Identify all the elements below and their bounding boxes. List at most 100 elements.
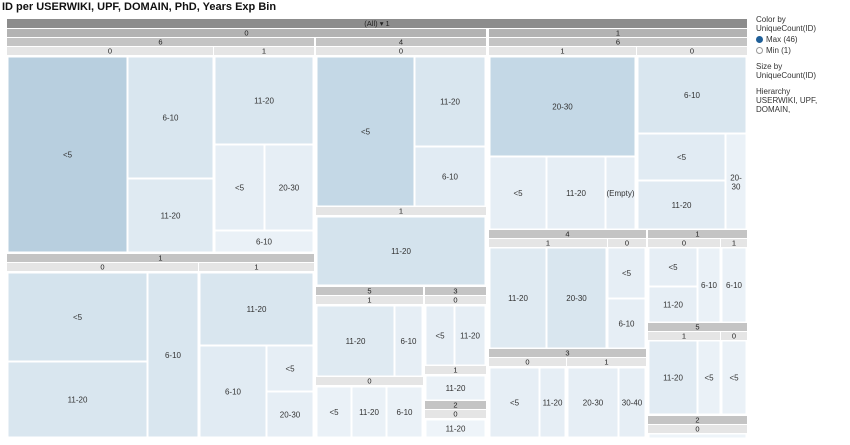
group-header[interactable] [425,410,486,418]
group-header[interactable] [199,263,314,271]
treemap-tile-rect[interactable] [214,56,314,145]
treemap-tile-rect[interactable] [199,345,267,438]
treemap-tile-rect[interactable] [316,216,486,286]
group-header[interactable] [425,287,486,295]
group-header[interactable] [608,239,646,247]
treemap-tile-rect[interactable] [199,272,314,346]
treemap-tile[interactable]: 11-20 [351,386,387,438]
treemap-tile-rect[interactable] [266,391,314,438]
group-header[interactable] [489,29,747,37]
group-header[interactable] [425,366,486,374]
treemap-tile[interactable]: <5 [316,386,352,438]
treemap-tile[interactable]: 30-40 [618,367,646,438]
group-header[interactable] [721,239,747,247]
treemap-tile-rect[interactable] [607,247,646,299]
treemap-tile[interactable]: 11-20 [316,305,395,377]
treemap-tile-rect[interactable] [266,345,314,392]
treemap-tile[interactable]: 11-20 [454,305,486,366]
treemap-tile-rect[interactable] [127,56,214,179]
treemap-tile[interactable]: 6-10 [394,305,423,377]
treemap-tile-rect[interactable] [394,305,423,377]
group-header[interactable] [316,287,423,295]
treemap-tile[interactable]: <5 [316,56,415,207]
treemap-tile[interactable]: 20-30 [567,367,619,438]
legend-min-item[interactable]: Min (1) [756,46,850,55]
treemap-tile-rect[interactable] [539,367,566,438]
group-header[interactable] [648,230,747,238]
treemap-tile-rect[interactable] [386,386,423,438]
treemap-tile[interactable]: 6-10 [147,272,199,438]
treemap-tile-rect[interactable] [721,340,747,415]
treemap-tile-rect[interactable] [605,156,636,230]
treemap-tile-rect[interactable] [489,367,540,438]
treemap-tile-rect[interactable] [618,367,646,438]
treemap-tile-rect[interactable] [637,133,726,181]
treemap-tile-rect[interactable] [546,247,607,349]
group-header[interactable] [316,47,486,55]
group-header[interactable] [489,349,646,357]
treemap-tile-rect[interactable] [648,286,698,323]
treemap-tile[interactable]: 11-20 [539,367,566,438]
treemap-tile[interactable]: 6-10 [721,247,747,323]
treemap-tile[interactable]: 6-10 [199,345,267,438]
treemap-tile-rect[interactable] [454,305,486,366]
treemap-tile[interactable]: 11-20 [414,56,486,147]
treemap-tile[interactable]: 11-20 [316,216,486,286]
group-header[interactable] [214,47,314,55]
treemap-tile[interactable]: <5 [697,340,721,415]
treemap-tile[interactable]: <5 [721,340,747,415]
treemap-tile[interactable]: <5 [425,305,455,366]
treemap-tile-rect[interactable] [425,419,486,438]
treemap-tile[interactable]: 11-20 [199,272,314,346]
treemap-tile[interactable]: <5 [637,133,726,181]
treemap-tile[interactable]: 6-10 [214,230,314,253]
treemap-tile-rect[interactable] [316,305,395,377]
treemap-tile[interactable]: 11-20 [7,361,148,438]
treemap-tile-rect[interactable] [425,305,455,366]
treemap-tile[interactable]: 6-10 [414,146,486,207]
group-header[interactable] [489,38,747,46]
treemap-tile-rect[interactable] [725,133,747,230]
treemap-tile-rect[interactable] [637,56,747,134]
treemap-tile[interactable]: 11-20 [127,178,214,253]
treemap-tile-rect[interactable] [147,272,199,438]
treemap-tile[interactable]: 6-10 [637,56,747,134]
treemap-tile[interactable]: <5 [607,247,646,299]
group-header[interactable] [648,416,747,424]
treemap-tile[interactable]: 6-10 [386,386,423,438]
treemap-tile[interactable]: 20-30 [725,133,747,230]
group-header[interactable] [637,47,747,55]
treemap-tile[interactable]: 11-20 [637,180,726,230]
group-header[interactable] [316,207,486,215]
treemap-tile[interactable]: 20-30 [264,144,314,231]
treemap-tile-rect[interactable] [637,180,726,230]
treemap-tile-rect[interactable] [316,386,352,438]
group-header[interactable] [721,332,747,340]
treemap-tile-rect[interactable] [489,156,547,230]
group-header[interactable] [567,358,646,366]
group-header[interactable] [316,296,423,304]
treemap-tile-rect[interactable] [425,375,486,401]
root-header[interactable] [7,19,747,28]
treemap-tile-rect[interactable] [546,156,606,230]
treemap-tile-rect[interactable] [648,247,698,287]
treemap-tile[interactable]: 11-20 [425,375,486,401]
treemap-tile-rect[interactable] [489,247,547,349]
treemap-tile-rect[interactable] [127,178,214,253]
treemap-tile-rect[interactable] [721,247,747,323]
group-header[interactable] [648,425,747,433]
treemap-tile-rect[interactable] [351,386,387,438]
treemap-tile[interactable]: 11-20 [489,247,547,349]
treemap-tile-rect[interactable] [7,361,148,438]
treemap-tile-rect[interactable] [489,56,636,157]
treemap-tile[interactable]: (Empty) [605,156,636,230]
group-header[interactable] [7,263,198,271]
group-header[interactable] [425,296,486,304]
group-header[interactable] [316,38,486,46]
group-header[interactable] [489,47,636,55]
treemap-tile[interactable]: 20-30 [546,247,607,349]
treemap-tile-rect[interactable] [648,433,747,439]
group-header[interactable] [7,47,213,55]
treemap-tile[interactable]: <5 [7,56,128,253]
treemap-tile-rect[interactable] [7,56,128,253]
